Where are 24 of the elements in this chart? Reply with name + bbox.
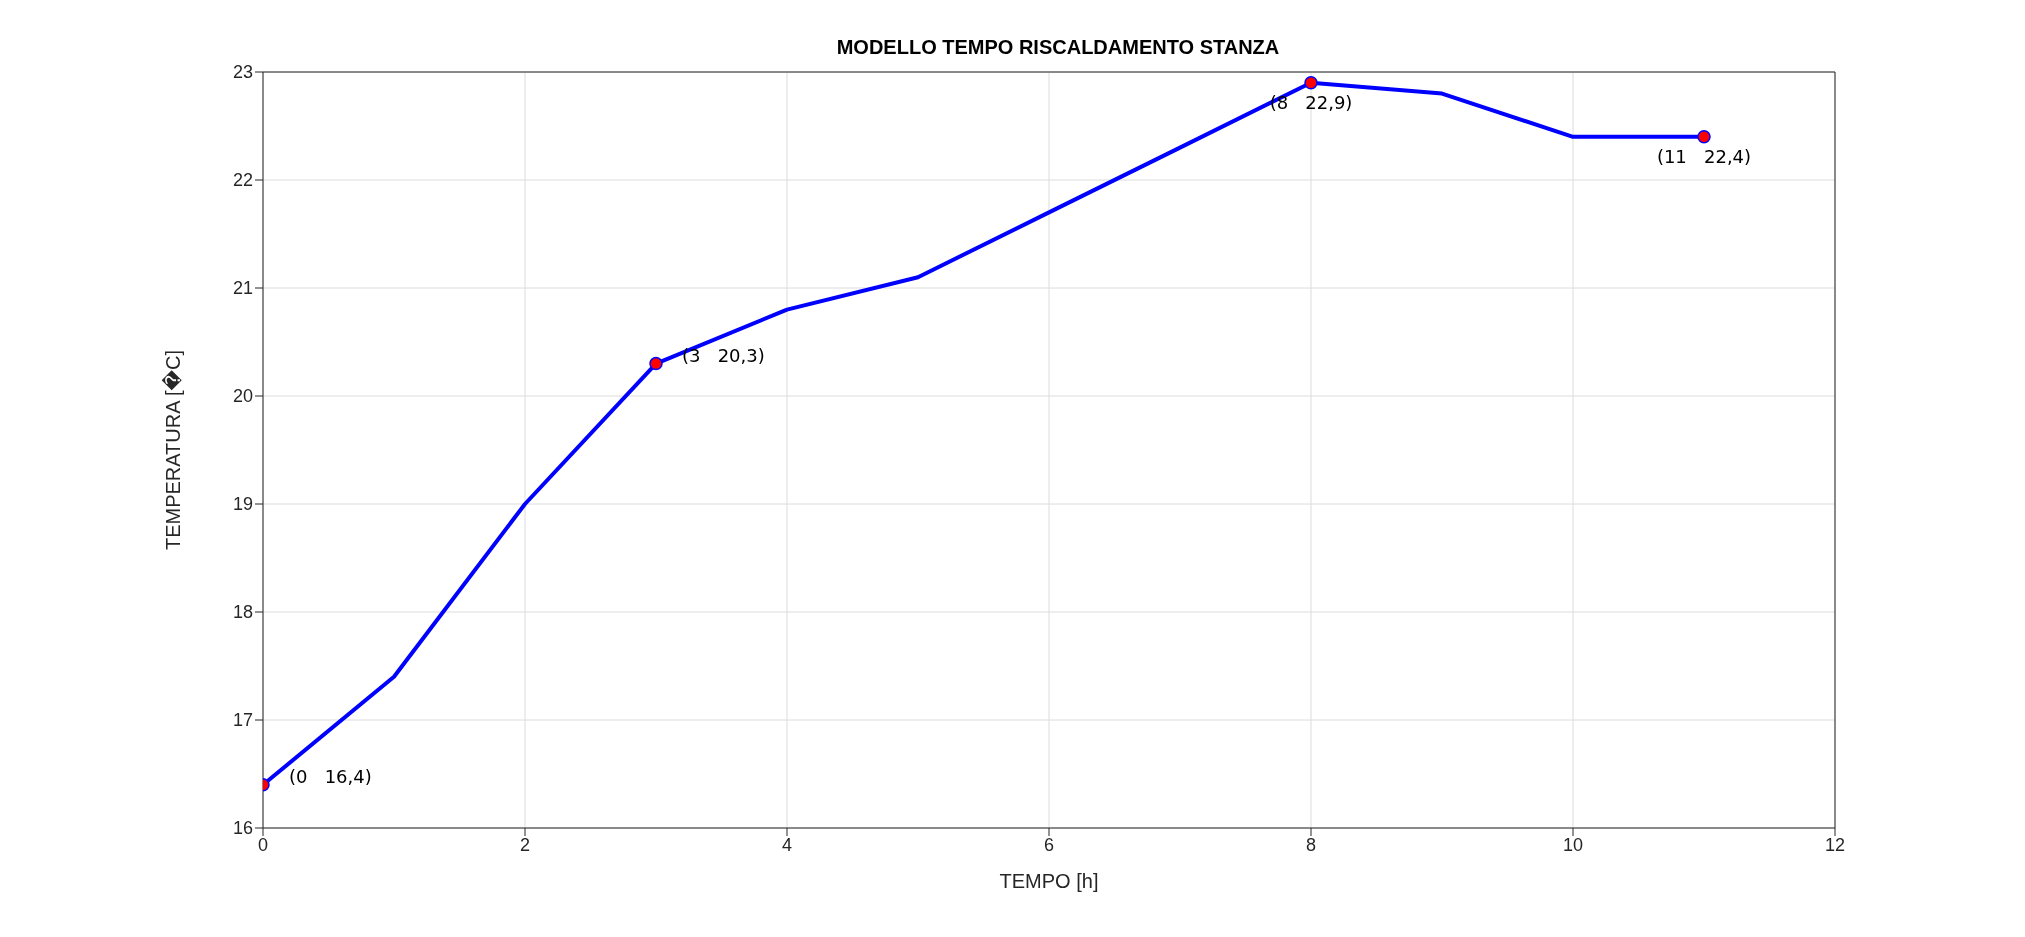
point [649, 356, 663, 371]
y-axis-title: TEMPERATURA [�C] [161, 349, 185, 551]
point [1697, 130, 1711, 144]
x-axis-title: TEMPO [h] [999, 870, 1099, 892]
y-tick-label: 16 [232, 818, 253, 839]
y-tick-label: 22 [232, 170, 253, 191]
x-tick-label: 6 [1043, 834, 1055, 855]
x-tick-label: 8 [1305, 834, 1317, 855]
y-tick-label: 19 [232, 494, 253, 515]
x-tick-label: 10 [1562, 834, 1584, 855]
y-tick-label: 17 [232, 710, 253, 731]
annotation: (0 16,4) [289, 765, 372, 787]
annotation: (3 20,3) [682, 344, 765, 366]
y-tick-label: 18 [232, 602, 253, 623]
y-tick-label: 20 [232, 386, 253, 407]
x-tick-label: 2 [519, 834, 531, 855]
x-tick-label: 12 [1824, 834, 1846, 855]
x-tick-label: 0 [257, 834, 269, 855]
x-tick-label: 4 [781, 834, 793, 855]
y-tick-label: 23 [232, 62, 253, 83]
chart-title: MODELLO TEMPO RISCALDAMENTO STANZA [835, 36, 1281, 59]
y-tick-label: 21 [232, 278, 253, 299]
annotation: (11 22,4) [1656, 145, 1752, 167]
point [1304, 76, 1318, 90]
